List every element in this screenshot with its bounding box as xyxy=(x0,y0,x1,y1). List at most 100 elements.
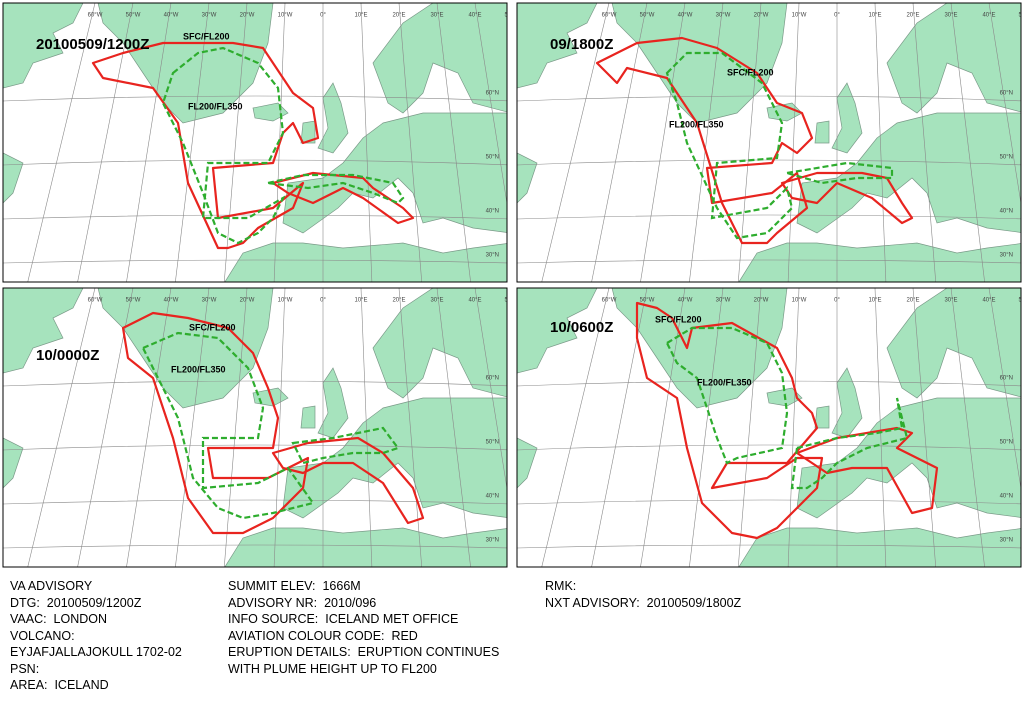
latitude-label: 30°N xyxy=(486,253,499,259)
map-panels: 60°W 50°W 40°W 30°W 20°W 10°W 0° 10°E 20°E 30°E 40… xyxy=(2,2,1024,568)
longitude-label: 10°E xyxy=(868,13,881,19)
longitude-label: 30°W xyxy=(202,13,217,19)
latitude-label: 60°N xyxy=(1000,376,1013,382)
longitude-label: 50°W xyxy=(126,13,141,19)
longitude-label: 20°E xyxy=(392,298,405,304)
latitude-label: 30°N xyxy=(1000,538,1013,544)
longitude-label: 50°W xyxy=(640,298,655,304)
longitude-label: 60°W xyxy=(88,13,103,19)
panel-title: 10/0600Z xyxy=(550,319,613,336)
advisory-line: VA ADVISORY xyxy=(10,579,93,593)
longitude-label: 50°W xyxy=(126,298,141,304)
ash-area-green xyxy=(665,326,789,465)
longitude-label: 30°W xyxy=(716,13,731,19)
longitude-label: 20°E xyxy=(906,13,919,19)
advisory-line: SUMMIT ELEV: 1666M xyxy=(228,579,361,593)
latitude-label: 30°N xyxy=(1000,253,1013,259)
ash-area-green xyxy=(267,173,405,205)
latitude-label: 50°N xyxy=(1000,155,1013,161)
advisory-line: ERUPTION DETAILS: ERUPTION CONTINUES xyxy=(228,645,500,659)
longitude-label: 20°E xyxy=(392,13,405,19)
latitude-label: 40°N xyxy=(486,494,499,500)
ash-area-green xyxy=(790,397,909,490)
layer-label: FL200/FL350 xyxy=(171,364,226,374)
latitude-label: 50°N xyxy=(486,155,499,161)
longitude-label: 20°W xyxy=(240,298,255,304)
longitude-label: 10°W xyxy=(792,298,807,304)
longitude-label: 50°E xyxy=(504,298,517,304)
ash-area-green xyxy=(291,426,400,465)
advisory-col: VA ADVISORY DTG: 20100509/1200Z VAAC: LOND… xyxy=(10,578,182,694)
map-content: 60°W 50°W 40°W 30°W 20°W 10°W 0° 10°E 20°E 30°E 40… xyxy=(3,3,517,282)
longitude-label: 40°E xyxy=(468,298,481,304)
ash-area-green xyxy=(665,51,794,240)
longitude-label: 0° xyxy=(320,13,326,19)
layer-label: FL200/FL350 xyxy=(697,377,752,387)
latitude-label: 40°N xyxy=(1000,494,1013,500)
longitude-label: 0° xyxy=(834,13,840,19)
advisory-col: SUMMIT ELEV: 1666M ADVISORY NR: 2010/096 I… xyxy=(228,578,499,677)
panel-title: 09/1800Z xyxy=(550,36,613,53)
ash-area-red xyxy=(795,426,939,515)
longitude-label: 20°W xyxy=(754,13,769,19)
longitude-label: 30°E xyxy=(430,298,443,304)
advisory-line: EYJAFJALLAJOKULL 1702-02 xyxy=(10,645,182,659)
advisory-line: AREA: ICELAND xyxy=(10,678,109,692)
advisory-line: PSN: xyxy=(10,661,40,676)
latitude-label: 40°N xyxy=(486,209,499,215)
advisory-line: AVIATION COLOUR CODE: RED xyxy=(228,628,418,643)
latitude-label: 50°N xyxy=(486,440,499,446)
layer-label: FL200/FL350 xyxy=(669,119,724,129)
latitude-label: 50°N xyxy=(1000,440,1013,446)
map-content: 60°W 50°W 40°W 30°W 20°W 10°W 0° 10°E 20°E 30°E 40… xyxy=(3,288,517,567)
latitude-label: 60°N xyxy=(486,376,499,382)
longitude-label: 40°E xyxy=(982,13,995,19)
latitude-label: 40°N xyxy=(1000,209,1013,215)
advisory-line: INFO SOURCE: ICELAND MET OFFICE xyxy=(228,612,459,626)
longitude-label: 40°W xyxy=(678,298,693,304)
map-panel: 60°W 50°W 40°W 30°W 20°W 10°W 0° 10°E 20°E 30°E 40… xyxy=(2,2,517,283)
ash-area-red xyxy=(595,36,814,245)
longitude-label: 30°E xyxy=(944,298,957,304)
map-panel: 60°W 50°W 40°W 30°W 20°W 10°W 0° 10°E 20°E 30°E 40… xyxy=(516,287,1024,568)
map-panel: 60°W 50°W 40°W 30°W 20°W 10°W 0° 10°E 20°E 30°E 40… xyxy=(516,2,1022,283)
ash-area-green xyxy=(161,46,286,245)
longitude-label: 40°W xyxy=(164,13,179,19)
advisory-line: VOLCANO: xyxy=(10,628,75,643)
longitude-label: 60°W xyxy=(88,298,103,304)
panel-border xyxy=(516,287,1022,568)
panel-border xyxy=(516,2,1022,283)
longitude-label: 30°W xyxy=(202,298,217,304)
layer-label: SFC/FL200 xyxy=(655,314,702,324)
advisory-line: VAAC: LONDON xyxy=(10,612,108,626)
longitude-label: 50°E xyxy=(1018,298,1024,304)
longitude-label: 0° xyxy=(320,298,326,304)
layer-label: FL200/FL350 xyxy=(188,101,243,111)
advisory-line: RMK: xyxy=(545,579,577,593)
longitude-label: 0° xyxy=(834,298,840,304)
longitude-label: 40°W xyxy=(164,298,179,304)
latitude-label: 60°N xyxy=(486,91,499,97)
longitude-label: 10°E xyxy=(354,298,367,304)
map-content: 60°W 50°W 40°W 30°W 20°W 10°W 0° 10°E 20°E 30°E 40… xyxy=(517,3,1021,282)
layer-label: SFC/FL200 xyxy=(183,31,230,41)
longitude-label: 10°W xyxy=(792,13,807,19)
map-panel: 60°W 50°W 40°W 30°W 20°W 10°W 0° 10°E 20°E 30°E 40… xyxy=(2,287,517,568)
advisory-line: WITH PLUME HEIGHT UP TO FL200 xyxy=(228,661,437,676)
longitude-label: 50°E xyxy=(504,13,517,19)
advisory-col: RMK: NXT ADVISORY: 20100509/1800Z xyxy=(545,578,741,611)
longitude-label: 20°W xyxy=(240,13,255,19)
ash-area-red xyxy=(635,301,824,540)
advisory-line: NXT ADVISORY: 20100509/1800Z xyxy=(545,595,742,610)
longitude-label: 10°W xyxy=(278,13,293,19)
panel-title: 20100509/1200Z xyxy=(36,36,149,53)
layer-label: SFC/FL200 xyxy=(189,322,236,332)
longitude-label: 30°W xyxy=(716,298,731,304)
layer-label: SFC/FL200 xyxy=(727,67,774,77)
longitude-label: 10°E xyxy=(354,13,367,19)
longitude-label: 60°W xyxy=(602,298,617,304)
latitude-label: 60°N xyxy=(1000,91,1013,97)
ash-area-red xyxy=(271,171,415,225)
longitude-label: 20°E xyxy=(906,298,919,304)
